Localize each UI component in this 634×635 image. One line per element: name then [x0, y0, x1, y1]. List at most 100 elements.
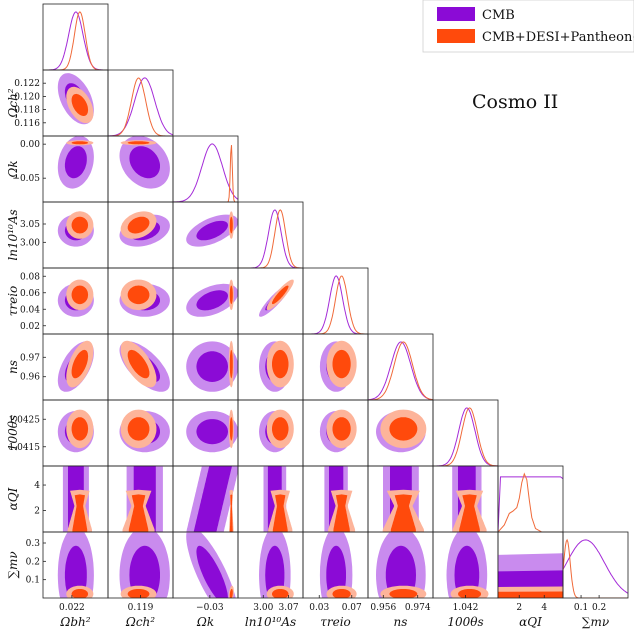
panel-ns-ln10As: [237, 333, 304, 401]
panel-tau-omega_c: [107, 267, 174, 335]
y-axis-label-omega_k: Ωk: [6, 160, 20, 178]
contour-joint: [333, 466, 350, 532]
y-tick-label: 3.05: [20, 220, 40, 230]
y-tick-label: 0.06: [20, 289, 40, 299]
y-axis-label-omega_c: Ωch²: [6, 88, 20, 118]
y-tick-label: 0.118: [14, 106, 40, 116]
y-tick-label: 0.97: [20, 353, 40, 363]
x-axis-label-ln10As: ln10¹⁰As: [245, 615, 296, 629]
panel-omega_c-omega_b: 0.116 0.118 0.120 0.122: [14, 69, 109, 137]
panel-ns-omega_k: [172, 333, 239, 401]
x-axis-label-mnu: ∑mν: [582, 615, 609, 629]
x-tick-label: 3.07: [279, 603, 299, 613]
contour-joint: [390, 466, 416, 532]
contour-joint: [71, 93, 89, 116]
marginal-cmb: [173, 143, 238, 202]
panel-mnu-omega_c: 0.119: [107, 531, 174, 613]
x-tick-label: 0.03: [309, 603, 329, 613]
x-axis-label-theta: 100θs: [447, 615, 483, 629]
x-axis-label-tau: τreio: [320, 615, 351, 629]
marginal-cmb: [498, 476, 563, 532]
y-tick-label: 0.96: [20, 373, 40, 383]
marginal-joint: [43, 11, 108, 70]
legend-label-cmb: CMB: [482, 8, 515, 23]
legend: CMB CMB+DESI+Pantheon+: [422, 0, 634, 53]
y-tick-label: 0.120: [14, 92, 40, 102]
panel-frame: [42, 3, 109, 71]
panel-ln10As-ln10As: [237, 201, 304, 269]
contour-cmb: [385, 545, 416, 598]
contour-joint: [71, 349, 89, 379]
marginal-cmb: [238, 209, 303, 268]
contour-joint: [72, 466, 88, 532]
y-tick-label: 0.1: [26, 576, 40, 586]
contour-joint: [459, 466, 480, 532]
marginal-joint: [303, 275, 368, 334]
contour-cmb: [193, 466, 232, 532]
panel-alpha-theta: [432, 465, 499, 533]
contour-cmb: [196, 220, 228, 241]
y-tick-label: 3.00: [20, 238, 40, 248]
y-axis-label-theta: 100θs: [6, 415, 20, 451]
contour-joint: [71, 285, 89, 305]
y-tick-label: −0.05: [12, 174, 40, 184]
panel-ns-tau: [302, 333, 369, 401]
marginal-joint: [238, 209, 303, 268]
contour-joint: [229, 349, 233, 379]
panel-frame: [562, 531, 629, 599]
contour-joint: [71, 141, 89, 145]
panel-omega_k-omega_k: [172, 135, 239, 203]
y-tick-label: 0.04: [20, 305, 40, 315]
y-tick-label: 1.0415: [9, 443, 41, 453]
contour-joint: [498, 591, 563, 598]
x-axis-label-omega_c: Ωch²: [125, 615, 155, 629]
contour-cmb: [196, 351, 228, 382]
panel-alpha-omega_c: [107, 465, 174, 533]
panel-ln10As-omega_b: 3.00 3.05: [20, 201, 109, 269]
panel-alpha-ln10As: [237, 465, 304, 533]
marginal-joint: [368, 341, 433, 400]
y-tick-label: 2: [34, 506, 40, 516]
panel-theta-tau: [302, 399, 369, 467]
panel-mnu-theta: 1.042: [432, 531, 499, 613]
marginal-cmb: [433, 407, 498, 466]
x-tick-label: 0.956: [370, 603, 396, 613]
panel-theta-ns: [367, 399, 434, 467]
contour-joint: [127, 349, 150, 379]
panel-ln10As-omega_k: [172, 201, 239, 269]
panel-omega_b-omega_b: [42, 3, 109, 71]
contour-joint: [127, 216, 150, 234]
x-axis-label-ns: ns: [394, 615, 408, 629]
panel-mnu-tau: 0.03 0.07: [302, 531, 369, 613]
y-tick-label: 0.3: [26, 539, 41, 549]
y-tick-label: 0.02: [20, 322, 40, 332]
x-tick-label: 0.2: [592, 603, 606, 613]
contour-cmb: [454, 545, 480, 598]
contour-joint: [128, 466, 149, 532]
panel-frame: [172, 135, 239, 203]
panel-mnu-mnu: 0.1 0.2: [562, 531, 629, 613]
contour-joint: [229, 216, 233, 234]
contour-joint: [272, 349, 289, 379]
x-tick-label: 0.022: [59, 603, 85, 613]
panel-ns-ns: [367, 333, 434, 401]
y-tick-label: 0.116: [14, 119, 40, 129]
contour-joint: [272, 285, 289, 305]
marginal-joint: [498, 472, 563, 532]
panel-alpha-tau: [302, 465, 369, 533]
panel-theta-theta: [432, 399, 499, 467]
panel-tau-omega_k: [172, 267, 239, 335]
contour-cmb: [326, 545, 346, 598]
panel-tau-omega_b: 0.02 0.04 0.06 0.08: [20, 267, 109, 335]
x-tick-label: 3.00: [253, 603, 273, 613]
panel-omega_k-omega_b: −0.05 0.00: [12, 135, 109, 203]
panel-tau-tau: [302, 267, 369, 335]
panel-theta-omega_c: [107, 399, 174, 467]
contour-cmb: [129, 146, 160, 179]
contour-joint: [71, 417, 89, 441]
x-tick-label: 4: [541, 603, 547, 613]
contour-joint: [229, 417, 233, 441]
marginal-joint: [433, 407, 498, 466]
contour-joint: [127, 417, 150, 441]
